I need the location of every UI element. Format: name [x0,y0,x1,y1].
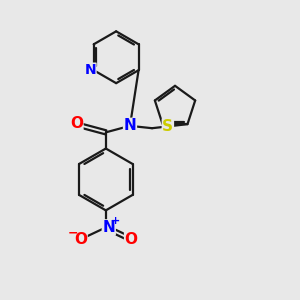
Text: +: + [111,216,120,226]
Text: N: N [124,118,136,134]
Text: O: O [74,232,87,247]
Text: S: S [162,119,173,134]
Text: O: O [70,116,83,131]
Text: N: N [84,63,96,77]
Text: −: − [67,227,78,240]
Text: N: N [102,220,115,235]
Text: O: O [125,232,138,247]
